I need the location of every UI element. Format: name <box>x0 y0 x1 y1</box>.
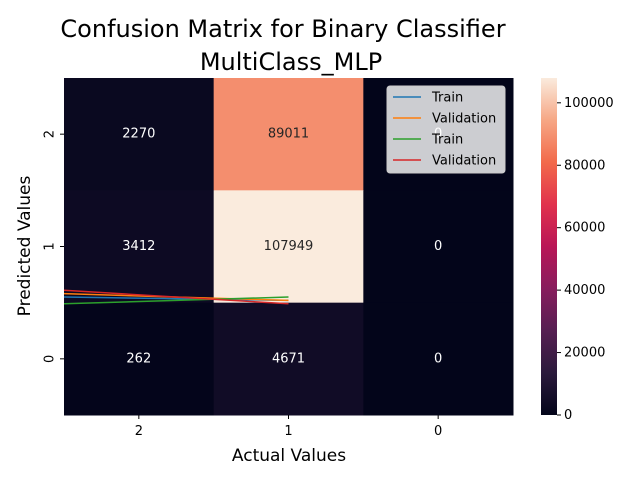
y-tick-label: 2 <box>43 130 58 138</box>
overlay-series-line <box>63 296 289 305</box>
heatmap-cell <box>363 302 514 416</box>
heatmap-cell <box>213 302 364 416</box>
colorbar-tick-label: 60000 <box>564 221 605 236</box>
cell-value-label: 3412 <box>122 239 155 254</box>
heatmap-cell <box>64 78 215 191</box>
cell-value-label: 0 <box>434 239 442 254</box>
colorbar-gradient <box>541 78 557 415</box>
colorbar: 0 20000 40000 60000 80000 100000 <box>541 78 614 423</box>
y-axis-label: Predicted Values <box>15 175 35 316</box>
legend-entry-label: Train <box>431 91 463 106</box>
colorbar-tick-label: 100000 <box>564 96 614 111</box>
legend-entry-label: Validation <box>432 112 496 127</box>
x-tick-label: 0 <box>434 424 442 439</box>
legend: Train Validation Train Validation <box>386 85 506 174</box>
colorbar-tick-label: 0 <box>564 408 572 423</box>
chart-title-line2: MultiClass_MLP <box>200 48 382 76</box>
colorbar-tick-label: 80000 <box>564 158 605 173</box>
legend-entry-label: Train <box>431 133 463 148</box>
legend-entry-label: Validation <box>432 154 496 169</box>
cell-value-label: 0 <box>434 351 442 366</box>
overlay-series-line <box>63 289 289 305</box>
y-tick-label: 0 <box>43 355 58 363</box>
x-tick-label: 2 <box>135 424 143 439</box>
x-axis-label: Actual Values <box>232 446 346 466</box>
overlay-lines <box>63 289 289 305</box>
x-tick-label: 1 <box>284 424 292 439</box>
y-tick-label: 1 <box>43 242 58 250</box>
cell-value-label: 89011 <box>268 127 309 142</box>
heatmap-cell <box>64 302 215 416</box>
colorbar-tick-label: 40000 <box>564 283 605 298</box>
chart-title-line1: Confusion Matrix for Binary Classifier <box>60 15 505 43</box>
cell-value-label: 107949 <box>264 239 314 254</box>
heatmap-cell <box>363 190 514 304</box>
legend-box <box>386 85 506 174</box>
colorbar-tick-label: 20000 <box>564 346 605 361</box>
y-axis-ticks: 2 1 0 <box>43 130 64 363</box>
x-axis-ticks: 2 1 0 <box>135 415 442 439</box>
heatmap-cell <box>64 190 215 304</box>
heatmap-cell <box>213 78 364 191</box>
cell-value-label: 4671 <box>272 351 305 366</box>
cell-value-label: 2270 <box>122 127 155 142</box>
heatmap-cell <box>213 190 364 304</box>
cell-value-label: 262 <box>126 351 151 366</box>
